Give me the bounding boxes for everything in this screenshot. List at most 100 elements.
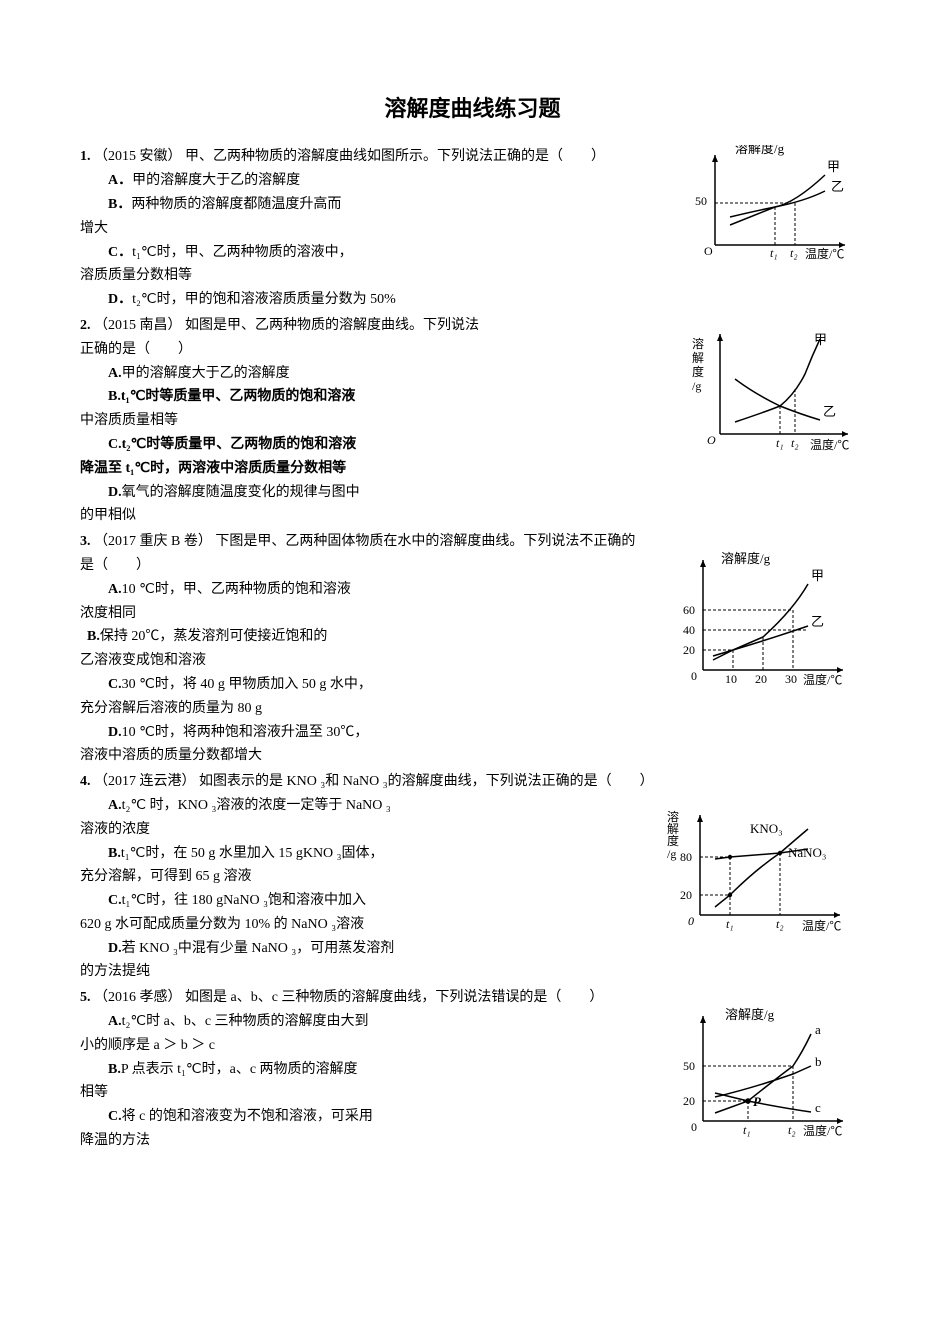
point-P: P [753, 1094, 762, 1109]
series-nano3: NaNO₃ [788, 845, 826, 860]
opt-text: P 点表示 t₁℃时，a、c 两物质的溶解度 [121, 1062, 358, 1077]
xlabel: 温度/℃ [803, 672, 842, 687]
series-c: c [815, 1100, 821, 1115]
opt-letter: B. [87, 629, 100, 644]
series-yi: 乙 [831, 179, 844, 194]
opt-text: 保持 20℃，蒸发溶剂可使接近饱和的 [100, 629, 328, 644]
origin-0: 0 [688, 914, 694, 928]
opt-text: t₂℃时等质量甲、乙两物质的饱和溶液 [122, 437, 357, 452]
series-b: b [815, 1054, 822, 1069]
question-1: t₁ t₂ 50 溶解度/g 甲 乙 温度/℃ O 1. （2015 安徽） 甲… [80, 145, 865, 312]
q-source: （2016 孝感） [94, 990, 182, 1005]
ylabel: 溶解度/g [725, 1007, 775, 1022]
xtick-t2: t₂ [788, 1123, 796, 1137]
opt-text: t₁℃时，甲、乙两种物质的溶液中， [132, 245, 353, 260]
xtick-t2: t₂ [790, 246, 798, 260]
xlabel: 温度/℃ [805, 246, 844, 261]
opt-letter: D. [108, 941, 122, 956]
question-3: 10 20 30 20 40 60 0 溶解度/g 甲 乙 温度/℃ 3. （2… [80, 530, 865, 768]
question-4: t₁ t₂ 20 80 0 溶 解 度 /g KNO₃ NaNO₃ 温度/℃ 4… [80, 770, 865, 984]
chart-q5: P t₁ t₂ 20 50 0 溶解度/g a b c 温度/℃ [665, 1006, 875, 1146]
ytick-50: 50 [695, 194, 707, 208]
ytick-40: 40 [683, 623, 695, 637]
xlabel: 温度/℃ [802, 918, 841, 933]
xtick-t1: t₁ [770, 246, 778, 260]
opt-letter: A. [108, 1014, 122, 1029]
series-yi: 乙 [823, 404, 836, 419]
q-num: 2. [80, 318, 91, 333]
opt-text: 甲的溶解度大于乙的溶解度 [132, 173, 300, 188]
series-jia: 甲 [814, 332, 827, 347]
xtick-20: 20 [755, 672, 767, 686]
opt-letter: C. [108, 1109, 122, 1124]
opt-text: 将 c 的饱和溶液变为不饱和溶液，可采用 [122, 1109, 373, 1124]
ytick-60: 60 [683, 603, 695, 617]
q-num: 3. [80, 534, 91, 549]
opt-text: t₂℃时，甲的饱和溶液溶质质量分数为 50% [132, 292, 396, 307]
q-stem: 如图表示的是 KNO ₃和 NaNO ₃的溶解度曲线，下列说法正确的是（ ） [199, 774, 654, 789]
ylabel-row2: 度 [692, 364, 704, 379]
opt-cont: 溶液中溶质的质量分数都增大 [80, 744, 865, 768]
ylabel: 溶解度/g [735, 145, 785, 156]
ytick-80: 80 [680, 850, 692, 864]
series-a: a [815, 1022, 821, 1037]
ylabel-row1: 解 [692, 351, 704, 365]
opt-letter: B. [108, 1062, 121, 1077]
ylabel-row2: 度 [667, 833, 679, 848]
opt-text: t₂℃ 时，KNO ₃溶液的浓度一定等于 NaNO ₃ [122, 798, 391, 813]
opt-letter: C. [108, 677, 122, 692]
opt-letter: A. [108, 798, 122, 813]
q-num: 4. [80, 774, 91, 789]
xtick-10: 10 [725, 672, 737, 686]
opt-cont: 的甲相似 [80, 504, 865, 528]
opt-text: 氧气的溶解度随温度变化的规律与图中 [122, 485, 360, 500]
opt-letter: A. [108, 366, 122, 381]
origin-o: O [707, 433, 716, 447]
xlabel: 温度/℃ [810, 437, 849, 452]
chart-q2: t₁ t₂ 溶 解 度 /g 甲 乙 温度/℃ O [685, 324, 875, 459]
opt-letter: A． [108, 173, 132, 188]
q-source: （2015 安徽） [94, 149, 182, 164]
q-source: （2017 连云港） [94, 774, 196, 789]
ytick-50: 50 [683, 1059, 695, 1073]
q-stem: 如图是 a、b、c 三种物质的溶解度曲线，下列说法错误的是（ ） [185, 990, 603, 1005]
series-jia: 甲 [827, 159, 840, 174]
ylabel-row3: /g [692, 379, 701, 393]
chart-q1: t₁ t₂ 50 溶解度/g 甲 乙 温度/℃ O [685, 145, 875, 265]
opt-cont: 充分溶解后溶液的质量为 80 g [80, 697, 865, 721]
xtick-t2: t₂ [776, 917, 784, 931]
opt-letter: C. [108, 893, 122, 908]
opt-text: 30 ℃时，将 40 g 甲物质加入 50 g 水中， [122, 677, 372, 692]
opt-cont: 溶质质量分数相等 [80, 264, 865, 288]
ytick-20: 20 [683, 1094, 695, 1108]
xtick-t1: t₁ [743, 1123, 751, 1137]
q-stem: 甲、乙两种物质的溶解度曲线如图所示。下列说法正确的是（ ） [185, 149, 605, 164]
question-5: P t₁ t₂ 20 50 0 溶解度/g a b c 温度/℃ 5. （201… [80, 986, 865, 1153]
q-source: （2017 重庆 B 卷） [94, 534, 212, 549]
opt-letter: D. [108, 725, 122, 740]
origin-o: O [704, 244, 713, 258]
xtick-30: 30 [785, 672, 797, 686]
opt-text: t₁℃时，往 180 gNaNO ₃饱和溶液中加入 [122, 893, 366, 908]
opt-text: 10 ℃时，甲、乙两种物质的饱和溶液 [122, 582, 351, 597]
opt-cont: 的方法提纯 [80, 960, 865, 984]
ytick-20: 20 [680, 888, 692, 902]
q-source: （2015 南昌） [94, 318, 182, 333]
xtick-t2: t₂ [791, 436, 799, 450]
opt-text: t₁℃时等质量甲、乙两物质的饱和溶液 [121, 389, 356, 404]
opt-letter: D. [108, 485, 122, 500]
ylabel-row3: /g [667, 847, 676, 861]
opt-letter: B. [108, 389, 121, 404]
opt-letter: D． [108, 292, 132, 307]
chart-q3: 10 20 30 20 40 60 0 溶解度/g 甲 乙 温度/℃ [665, 550, 875, 700]
opt-text: 甲的溶解度大于乙的溶解度 [122, 366, 290, 381]
opt-letter: B. [108, 846, 121, 861]
opt-text: t₁℃时，在 50 g 水里加入 15 gKNO ₃固体， [121, 846, 384, 861]
opt-cont: 降温至 t₁℃时，两溶液中溶质质量分数相等 [80, 457, 865, 481]
q-num: 1. [80, 149, 91, 164]
q-num: 5. [80, 990, 91, 1005]
opt-text: 若 KNO ₃中混有少量 NaNO ₃，可用蒸发溶剂 [122, 941, 395, 956]
question-2: t₁ t₂ 溶 解 度 /g 甲 乙 温度/℃ O 2. （2015 南昌） 如… [80, 314, 865, 528]
chart-q4: t₁ t₂ 20 80 0 溶 解 度 /g KNO₃ NaNO₃ 温度/℃ [660, 805, 875, 945]
opt-text: t₂℃时 a、b、c 三种物质的溶解度由大到 [122, 1014, 369, 1029]
